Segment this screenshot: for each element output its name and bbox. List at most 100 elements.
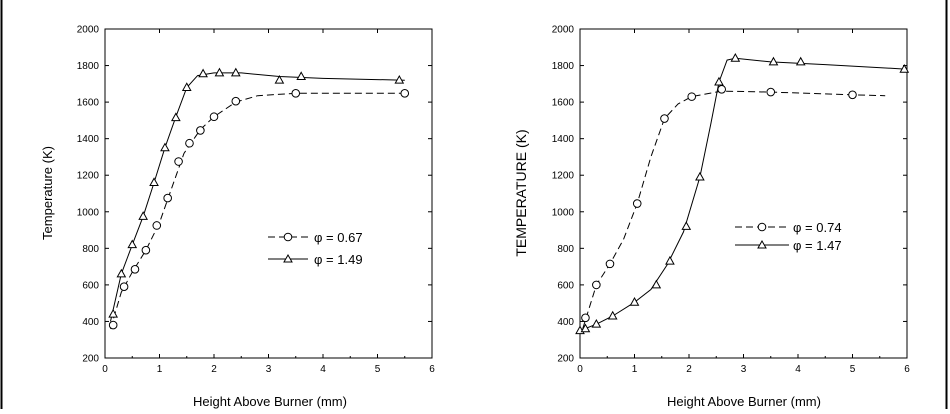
data-point-circle bbox=[717, 85, 727, 94]
y-tick-label: 400 bbox=[557, 317, 574, 328]
y-tick-label: 1000 bbox=[552, 207, 575, 218]
x-tick-label: 4 bbox=[795, 364, 801, 375]
data-point-circle bbox=[174, 157, 183, 166]
y-axis-ticks: 200 400 600 800 1000 1200 1400 1600 1800 2000 bbox=[552, 25, 907, 365]
data-point-triangle bbox=[181, 82, 192, 91]
x-tick-label: 2 bbox=[686, 364, 692, 375]
data-point-triangle bbox=[681, 221, 692, 230]
data-point-triangle bbox=[198, 68, 208, 78]
x-axis-ticks: 0 1 2 3 4 5 6 bbox=[577, 29, 910, 375]
legend-entry-phi-147: φ = 1.47 bbox=[735, 238, 842, 253]
y-tick-label: 1800 bbox=[77, 61, 100, 72]
x-axis-label: Height Above Burner (mm) bbox=[193, 394, 347, 409]
y-tick-label: 1400 bbox=[77, 134, 100, 145]
legend-label: φ = 1.49 bbox=[314, 252, 363, 267]
legend-entry-phi-149: φ = 1.49 bbox=[268, 252, 363, 267]
legend: φ = 0.74 φ = 1.47 bbox=[735, 220, 842, 253]
data-point-triangle bbox=[899, 63, 910, 73]
y-tick-label: 1400 bbox=[552, 134, 575, 145]
data-point-circle bbox=[687, 92, 697, 101]
plot-area-frame bbox=[579, 28, 908, 359]
data-point-triangle bbox=[108, 308, 119, 318]
x-tick-label: 5 bbox=[375, 364, 381, 375]
y-tick-label: 2000 bbox=[552, 25, 575, 36]
y-tick-label: 600 bbox=[82, 280, 99, 291]
legend-triangle-marker bbox=[283, 253, 293, 263]
x-tick-label: 6 bbox=[429, 364, 435, 375]
data-point-triangle bbox=[768, 56, 779, 66]
x-tick-label: 2 bbox=[211, 364, 217, 375]
data-point-triangle bbox=[394, 74, 405, 84]
y-axis-label: TEMPERATURE (K) bbox=[513, 129, 529, 256]
data-point-circle bbox=[152, 221, 162, 230]
data-point-triangle bbox=[274, 74, 285, 84]
data-point-circle bbox=[209, 112, 219, 122]
y-axis-label: Temperature (K) bbox=[40, 146, 55, 240]
data-point-triangle bbox=[116, 268, 127, 278]
y-tick-label: 1200 bbox=[552, 171, 575, 182]
data-point-circle bbox=[196, 126, 205, 135]
x-tick-label: 6 bbox=[904, 364, 910, 375]
x-tick-label: 4 bbox=[320, 364, 326, 375]
data-point-triangle bbox=[714, 76, 724, 86]
data-point-triangle bbox=[138, 211, 148, 220]
data-point-triangle bbox=[629, 297, 640, 306]
data-point-circle bbox=[231, 96, 241, 106]
y-tick-label: 800 bbox=[82, 244, 99, 255]
series-curves bbox=[110, 72, 405, 329]
series-line bbox=[582, 90, 886, 329]
data-point-circle bbox=[291, 89, 301, 98]
data-point-triangle bbox=[795, 56, 806, 66]
data-point-circle bbox=[848, 90, 857, 100]
data-point-circle bbox=[119, 282, 129, 292]
x-tick-label: 0 bbox=[102, 364, 108, 375]
legend-label: φ = 0.74 bbox=[793, 220, 842, 235]
plot-area-frame bbox=[104, 28, 433, 359]
x-tick-label: 1 bbox=[632, 364, 638, 375]
data-point-triangle bbox=[160, 142, 170, 152]
data-point-circle bbox=[163, 193, 172, 203]
data-point-circle bbox=[141, 245, 151, 255]
data-point-triangle bbox=[651, 279, 662, 289]
data-point-circle bbox=[400, 89, 410, 98]
legend-circle-marker bbox=[757, 222, 767, 232]
series-curves bbox=[579, 57, 908, 332]
right-temperature-chart: 0 1 2 3 4 5 6 200 400 600 800 1000 1200 1400 1600 1800… bbox=[513, 25, 910, 410]
y-tick-label: 1600 bbox=[552, 98, 575, 109]
data-point-circle bbox=[660, 114, 669, 123]
data-point-circle bbox=[130, 265, 140, 274]
left-temperature-chart: 0 1 2 3 4 5 6 200 400 600 800 1000 1200 1400 1600 1800… bbox=[40, 25, 435, 410]
data-point-circle bbox=[581, 313, 590, 323]
x-tick-label: 3 bbox=[741, 364, 747, 375]
y-tick-label: 1800 bbox=[552, 61, 575, 72]
y-tick-label: 2000 bbox=[77, 25, 100, 36]
series-markers bbox=[575, 53, 910, 335]
data-point-triangle bbox=[149, 177, 159, 187]
y-tick-label: 1200 bbox=[77, 171, 100, 182]
x-tick-label: 1 bbox=[157, 364, 163, 375]
data-point-circle bbox=[605, 259, 615, 269]
x-axis-label: Height Above Burner (mm) bbox=[667, 394, 821, 409]
y-tick-label: 200 bbox=[557, 354, 574, 365]
series-line bbox=[110, 92, 405, 329]
series-line bbox=[579, 57, 908, 332]
legend-label: φ = 0.67 bbox=[314, 230, 363, 245]
data-point-triangle bbox=[171, 112, 181, 122]
y-tick-label: 1600 bbox=[77, 98, 100, 109]
data-point-triangle bbox=[665, 255, 675, 265]
data-point-triangle bbox=[591, 318, 602, 328]
x-tick-label: 5 bbox=[850, 364, 856, 375]
data-point-triangle bbox=[695, 171, 705, 181]
data-point-triangle bbox=[607, 310, 618, 320]
legend-triangle-marker bbox=[757, 239, 767, 249]
legend-label: φ = 1.47 bbox=[793, 238, 842, 253]
y-tick-label: 600 bbox=[557, 280, 574, 291]
data-point-circle bbox=[185, 138, 194, 148]
legend-entry-phi-067: φ = 0.67 bbox=[268, 230, 363, 245]
data-point-circle bbox=[766, 87, 776, 97]
data-point-triangle bbox=[580, 323, 591, 333]
data-point-circle bbox=[108, 320, 118, 330]
data-point-triangle bbox=[230, 67, 241, 77]
x-axis-ticks: 0 1 2 3 4 5 6 bbox=[102, 29, 435, 375]
